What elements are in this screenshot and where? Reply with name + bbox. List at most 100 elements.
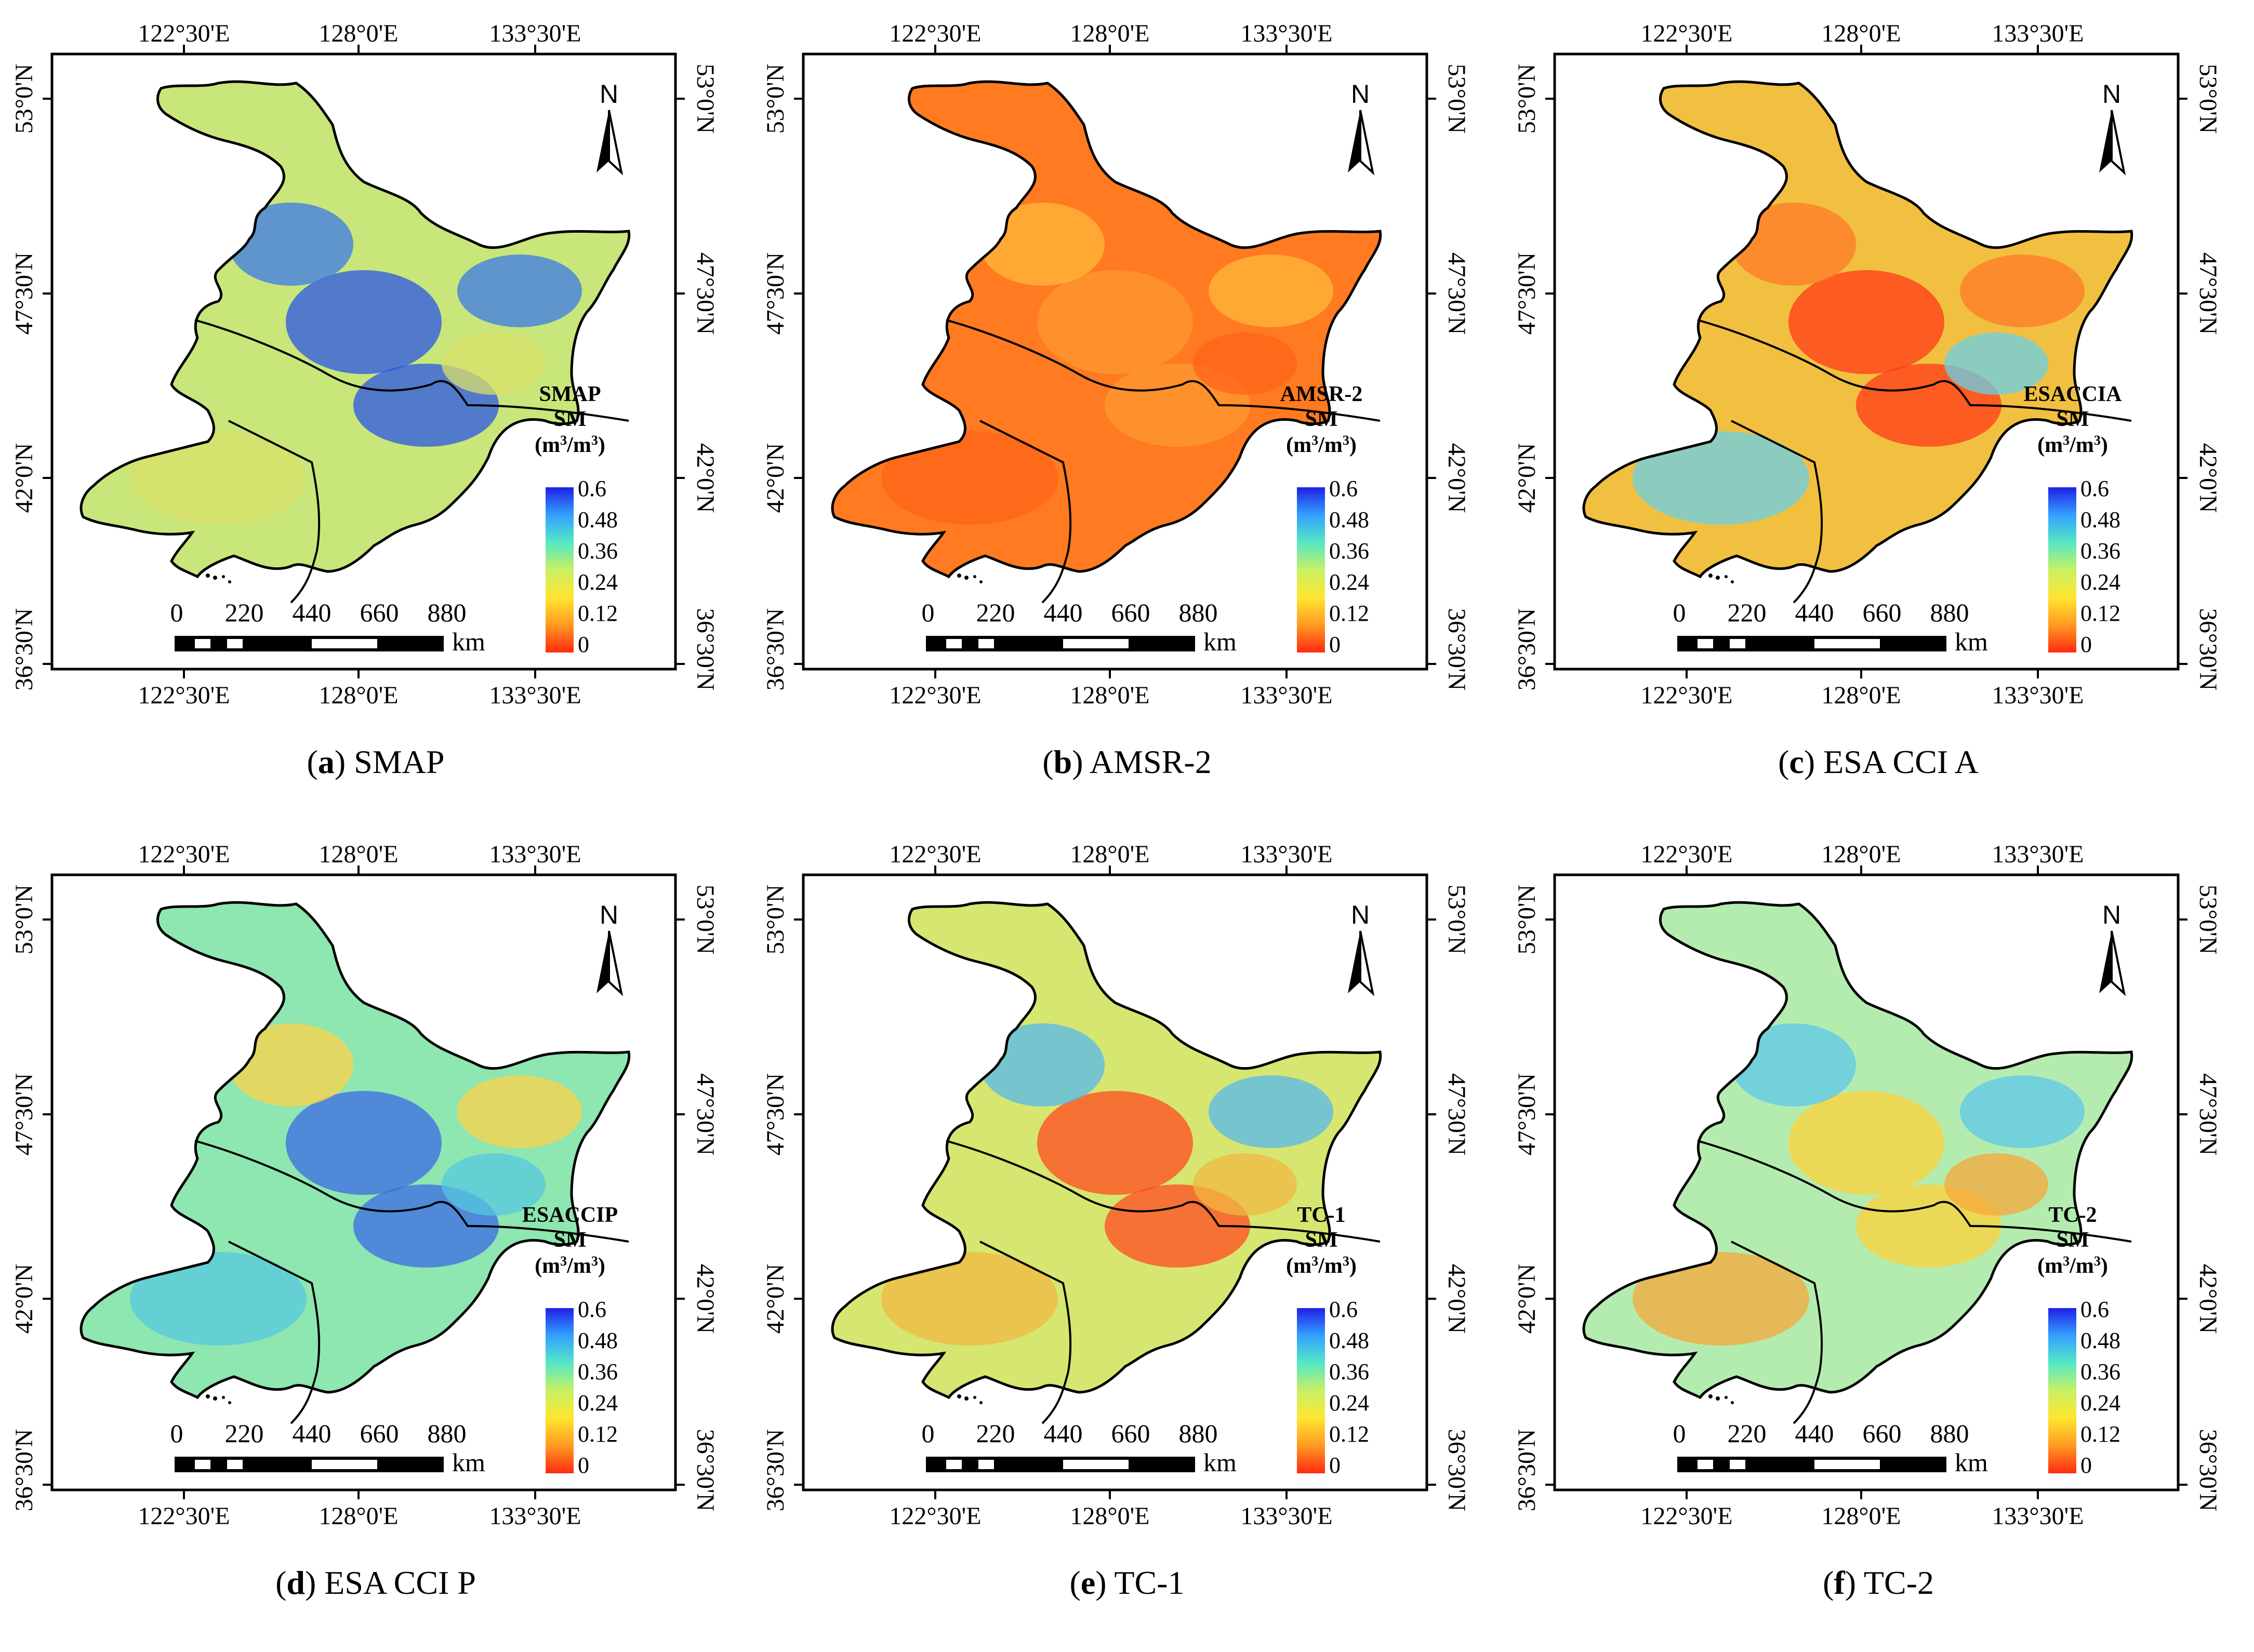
province-boundaries — [1697, 1140, 2132, 1424]
colorbar-tick-label: 0.48 — [2080, 1328, 2120, 1353]
moisture-patch — [130, 1252, 307, 1345]
lon-label-bottom-1: 122°30'E — [138, 682, 230, 709]
scale-tick-label: 880 — [1179, 598, 1218, 627]
colorbar — [546, 1308, 574, 1473]
scale-unit: km — [1203, 627, 1237, 656]
legend-title-line1: AMSR-2 — [1280, 382, 1363, 406]
scale-tick-label: 660 — [1863, 1419, 1902, 1448]
lat-label-left-2: 47°30'N — [1513, 252, 1541, 335]
lon-label-top-1: 122°30'E — [889, 841, 981, 868]
frame-ticks — [794, 865, 1436, 1499]
colorbar — [2048, 487, 2076, 652]
region-outline — [79, 901, 631, 1400]
lon-label-top-1: 122°30'E — [1640, 841, 1732, 868]
lat-label-left-3: 42°0'N — [762, 1264, 789, 1334]
lon-label-bottom-3: 133°30'E — [1240, 1502, 1332, 1530]
lat-label-right-3: 42°0'N — [1443, 1264, 1470, 1334]
scale-tick-label: 220 — [225, 598, 264, 627]
north-arrow-icon: N — [596, 79, 624, 176]
scale-tick-label: 220 — [1728, 598, 1767, 627]
lat-label-left-1: 53°0'N — [10, 885, 38, 955]
soil-moisture-patches — [1633, 203, 2085, 525]
legend-units: (m3/m3) — [1286, 1254, 1357, 1278]
scale-bar: 0 220 440 660 880 km — [922, 598, 1237, 656]
north-label: N — [600, 79, 618, 109]
map-svg: 122°30'E 128°0'E 133°30'E 122°30'E 128°0… — [10, 841, 719, 1530]
map-svg: 122°30'E 128°0'E 133°30'E 122°30'E 128°0… — [1513, 841, 2222, 1530]
moisture-patch — [229, 1023, 353, 1107]
scale-tick-label: 660 — [1111, 598, 1150, 627]
colorbar-ticks: 0.6 0.48 0.36 0.24 0.12 0 — [1329, 476, 1369, 657]
scale-bar: 0 220 440 660 880 km — [1673, 1419, 1988, 1477]
lon-label-bottom-3: 133°30'E — [1240, 682, 1332, 709]
province-boundaries — [194, 1140, 629, 1424]
colorbar — [546, 487, 574, 652]
colorbar-tick-label: 0 — [578, 1453, 589, 1478]
colorbar-tick-label: 0 — [2080, 1453, 2092, 1478]
moisture-patch — [1944, 332, 2048, 395]
lat-label-left-1: 53°0'N — [762, 64, 789, 134]
colorbar-tick-label: 0.48 — [578, 507, 618, 532]
scale-tick-label: 880 — [1930, 1419, 1969, 1448]
scale-tick-label: 220 — [225, 1419, 264, 1448]
scale-tick-label: 660 — [1863, 598, 1902, 627]
islands — [206, 574, 231, 583]
moisture-patch — [1209, 255, 1333, 327]
colorbar-tick-label: 0.12 — [1329, 1421, 1369, 1447]
scale-tick-label: 880 — [428, 1419, 467, 1448]
lat-label-left-4: 36°30'N — [1513, 1429, 1541, 1512]
map-panel-f: 122°30'E 128°0'E 133°30'E 122°30'E 128°0… — [1503, 831, 2254, 1652]
soil-moisture-patches — [130, 1023, 582, 1345]
north-arrow-icon: N — [1348, 79, 1375, 176]
scale-unit: km — [452, 1448, 485, 1477]
panel-caption: (c) ESA CCI A — [1778, 743, 1979, 780]
caption-text: SMAP — [354, 743, 445, 780]
islands — [957, 1394, 983, 1404]
colorbar-tick-label: 0.6 — [578, 476, 606, 501]
caption-letter: b — [1053, 743, 1072, 780]
lon-label-bottom-1: 122°30'E — [1640, 1502, 1732, 1530]
map-svg: 122°30'E 128°0'E 133°30'E 122°30'E 128°0… — [762, 20, 1470, 709]
caption-text: ESA CCI P — [324, 1564, 476, 1601]
lat-label-left-2: 47°30'N — [10, 1073, 38, 1156]
legend-title-line2: SM — [554, 1228, 587, 1252]
lat-label-left-1: 53°0'N — [1513, 64, 1541, 134]
scale-tick-label: 0 — [1673, 598, 1686, 627]
scale-tick-label: 880 — [1179, 1419, 1218, 1448]
lon-label-top-3: 133°30'E — [1240, 841, 1332, 868]
moisture-patch — [442, 1153, 546, 1216]
moisture-patch — [980, 203, 1105, 286]
moisture-patch — [1037, 1091, 1193, 1195]
panel-caption: (f) TC-2 — [1823, 1564, 1934, 1601]
moisture-patch — [1037, 270, 1193, 374]
north-arrow-icon: N — [1348, 900, 1375, 996]
panel-caption: (a) SMAP — [307, 743, 445, 780]
colorbar-tick-label: 0.36 — [578, 538, 618, 564]
frame-ticks — [43, 45, 685, 678]
lat-label-right-4: 36°30'N — [2194, 608, 2222, 691]
caption-letter: f — [1834, 1564, 1845, 1601]
colorbar-tick-label: 0.6 — [2080, 1297, 2109, 1322]
lat-label-right-1: 53°0'N — [692, 64, 719, 134]
lon-label-bottom-2: 128°0'E — [1821, 682, 1901, 709]
moisture-patch — [457, 1075, 582, 1148]
caption-letter: a — [317, 743, 335, 780]
map-panel-e: 122°30'E 128°0'E 133°30'E 122°30'E 128°0… — [751, 831, 1503, 1652]
lat-label-left-2: 47°30'N — [10, 252, 38, 335]
lat-label-left-3: 42°0'N — [1513, 1264, 1541, 1334]
frame-ticks — [43, 865, 685, 1499]
colorbar-ticks: 0.6 0.48 0.36 0.24 0.12 0 — [1329, 1297, 1369, 1478]
moisture-patch — [1960, 255, 2085, 327]
colorbar-tick-label: 0 — [578, 632, 589, 657]
lat-label-left-4: 36°30'N — [762, 608, 789, 691]
scale-tick-label: 0 — [170, 1419, 183, 1448]
lat-label-right-1: 53°0'N — [1443, 885, 1470, 955]
colorbar-tick-label: 0.12 — [2080, 1421, 2120, 1447]
colorbar-tick-label: 0.6 — [1329, 1297, 1358, 1322]
colorbar-tick-label: 0.24 — [578, 569, 618, 595]
lat-label-right-2: 47°30'N — [692, 1073, 719, 1156]
scale-tick-label: 440 — [1795, 1419, 1834, 1448]
lon-label-top-2: 128°0'E — [319, 20, 398, 47]
scale-tick-label: 880 — [1930, 598, 1969, 627]
colorbar-tick-label: 0.24 — [1329, 569, 1369, 595]
